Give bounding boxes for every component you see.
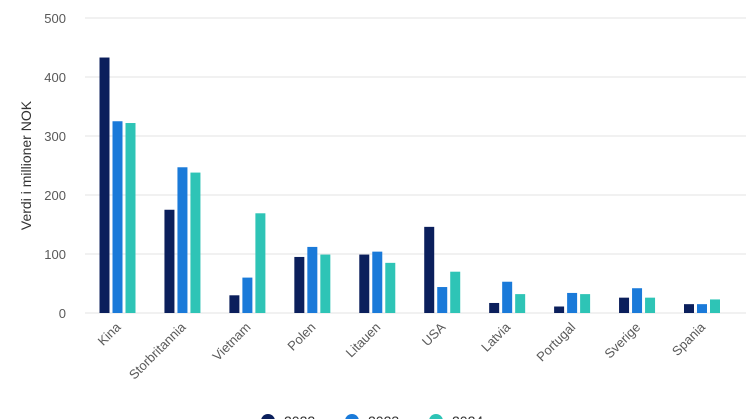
bar-2024-kina[interactable] xyxy=(125,123,136,314)
bar-2024-storbritannia[interactable] xyxy=(190,172,201,313)
y-tick-label: 400 xyxy=(44,70,66,85)
bar-2023-litauen[interactable] xyxy=(372,251,383,313)
bars xyxy=(99,57,720,314)
bar-2023-latvia[interactable] xyxy=(502,281,513,313)
legend-marker-2022[interactable] xyxy=(261,414,275,419)
bar-2022-usa[interactable] xyxy=(424,226,435,313)
bar-2023-polen[interactable] xyxy=(307,246,318,313)
legend-marker-2024[interactable] xyxy=(429,414,443,419)
x-tick-label: Spania xyxy=(669,319,709,359)
y-tick-label: 500 xyxy=(44,11,66,26)
legend-marker-2023[interactable] xyxy=(345,414,359,419)
y-tick-label: 0 xyxy=(59,306,66,321)
x-tick-label: Polen xyxy=(284,320,318,354)
x-tick-label: Vietnam xyxy=(209,320,253,364)
legend-label-2023[interactable]: 2023 xyxy=(368,413,399,419)
x-tick-label: Portugal xyxy=(533,319,578,364)
bar-2022-kina[interactable] xyxy=(99,57,110,313)
bar-2024-spania[interactable] xyxy=(710,299,720,313)
y-tick-label: 300 xyxy=(44,129,66,144)
bar-2023-portugal[interactable] xyxy=(567,292,578,313)
x-axis-ticks: Kina Storbritannia Vietnam Polen Litauen USA L… xyxy=(95,319,709,382)
bar-2022-polen[interactable] xyxy=(294,256,305,313)
bar-2022-vietnam[interactable] xyxy=(229,295,240,313)
bar-2023-sverige[interactable] xyxy=(632,288,643,313)
y-axis-ticks: 0 100 200 300 400 500 xyxy=(44,11,66,321)
legend-label-2022[interactable]: 2022 xyxy=(284,413,315,419)
bar-2022-sverige[interactable] xyxy=(619,297,630,313)
bar-2023-spania[interactable] xyxy=(697,304,707,313)
bar-2023-kina[interactable] xyxy=(112,121,123,313)
legend[interactable]: 2022 2023 2024 xyxy=(261,413,483,419)
y-axis-title: Verdi i millioner NOK xyxy=(18,100,34,230)
y-tick-label: 200 xyxy=(44,188,66,203)
bar-2024-polen[interactable] xyxy=(320,254,331,313)
x-tick-label: Kina xyxy=(95,319,125,349)
bar-2024-usa[interactable] xyxy=(450,271,461,313)
x-tick-label: Latvia xyxy=(478,319,514,355)
bar-2024-sverige[interactable] xyxy=(645,297,656,313)
bar-2023-usa[interactable] xyxy=(437,287,448,313)
bar-2024-portugal[interactable] xyxy=(580,294,591,313)
bar-2022-storbritannia[interactable] xyxy=(164,209,175,313)
x-tick-label: USA xyxy=(419,319,449,349)
bar-2024-litauen[interactable] xyxy=(385,262,396,313)
x-tick-label: Litauen xyxy=(343,320,384,361)
legend-label-2024[interactable]: 2024 xyxy=(452,413,483,419)
x-tick-label: Storbritannia xyxy=(126,319,189,382)
bar-2022-litauen[interactable] xyxy=(359,254,370,313)
bar-2024-vietnam[interactable] xyxy=(255,213,266,313)
bar-2022-portugal[interactable] xyxy=(554,306,565,313)
bar-2022-spania[interactable] xyxy=(684,304,694,313)
bar-2024-latvia[interactable] xyxy=(515,294,526,313)
bar-2023-vietnam[interactable] xyxy=(242,277,253,313)
x-tick-label: Sverige xyxy=(601,320,643,362)
y-tick-label: 100 xyxy=(44,247,66,262)
bar-2023-storbritannia[interactable] xyxy=(177,167,188,313)
bar-2022-latvia[interactable] xyxy=(489,302,500,313)
